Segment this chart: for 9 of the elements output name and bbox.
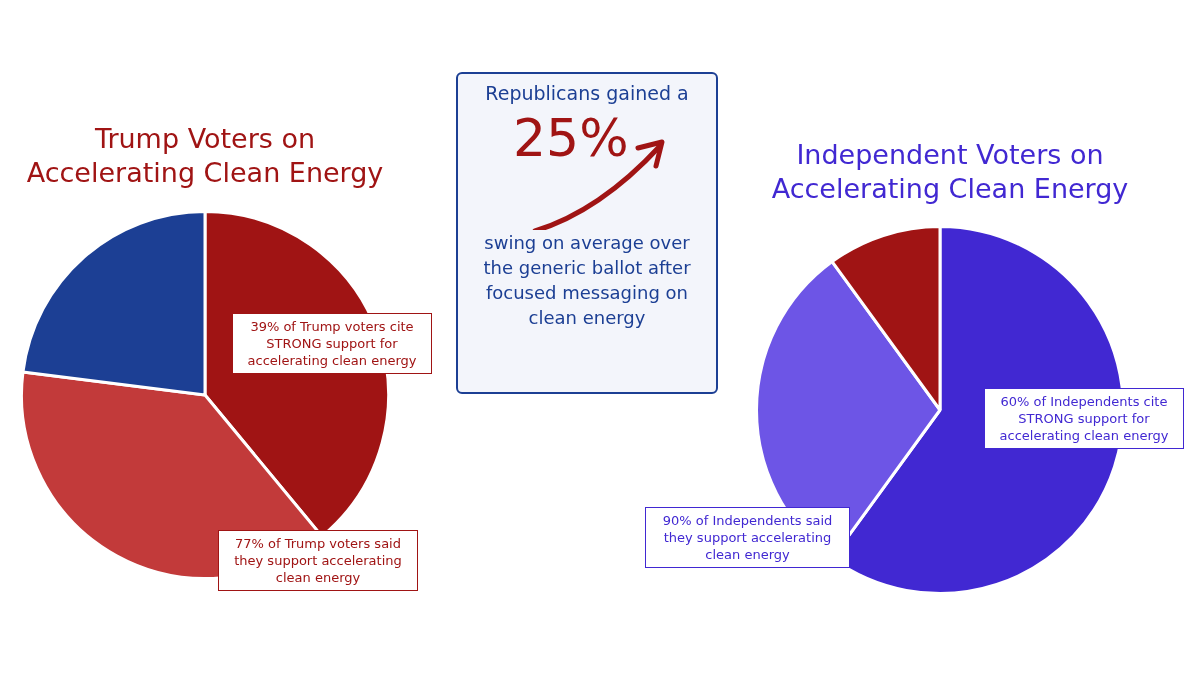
chart-title: Trump Voters on Accelerating Clean Energy — [25, 122, 385, 190]
text: 60% of Independents cite STRONG support for accelerating clean energy — [984, 388, 1184, 449]
text: Republicans gained a — [484, 82, 690, 104]
text: 39% of Trump voters cite STRONG support for accelerating clean energy — [232, 313, 432, 374]
text: 90% of Independents said they support accelerating clean energy — [645, 507, 850, 568]
text: 77% of Trump voters said they support accelerating clean energy — [218, 530, 418, 591]
text: 25% — [513, 108, 630, 170]
chart-title: Independent Voters on Accelerating Clean Energy — [770, 138, 1130, 206]
text: swing on average over the generic ballot after focused messaging on clean energy — [458, 230, 716, 330]
